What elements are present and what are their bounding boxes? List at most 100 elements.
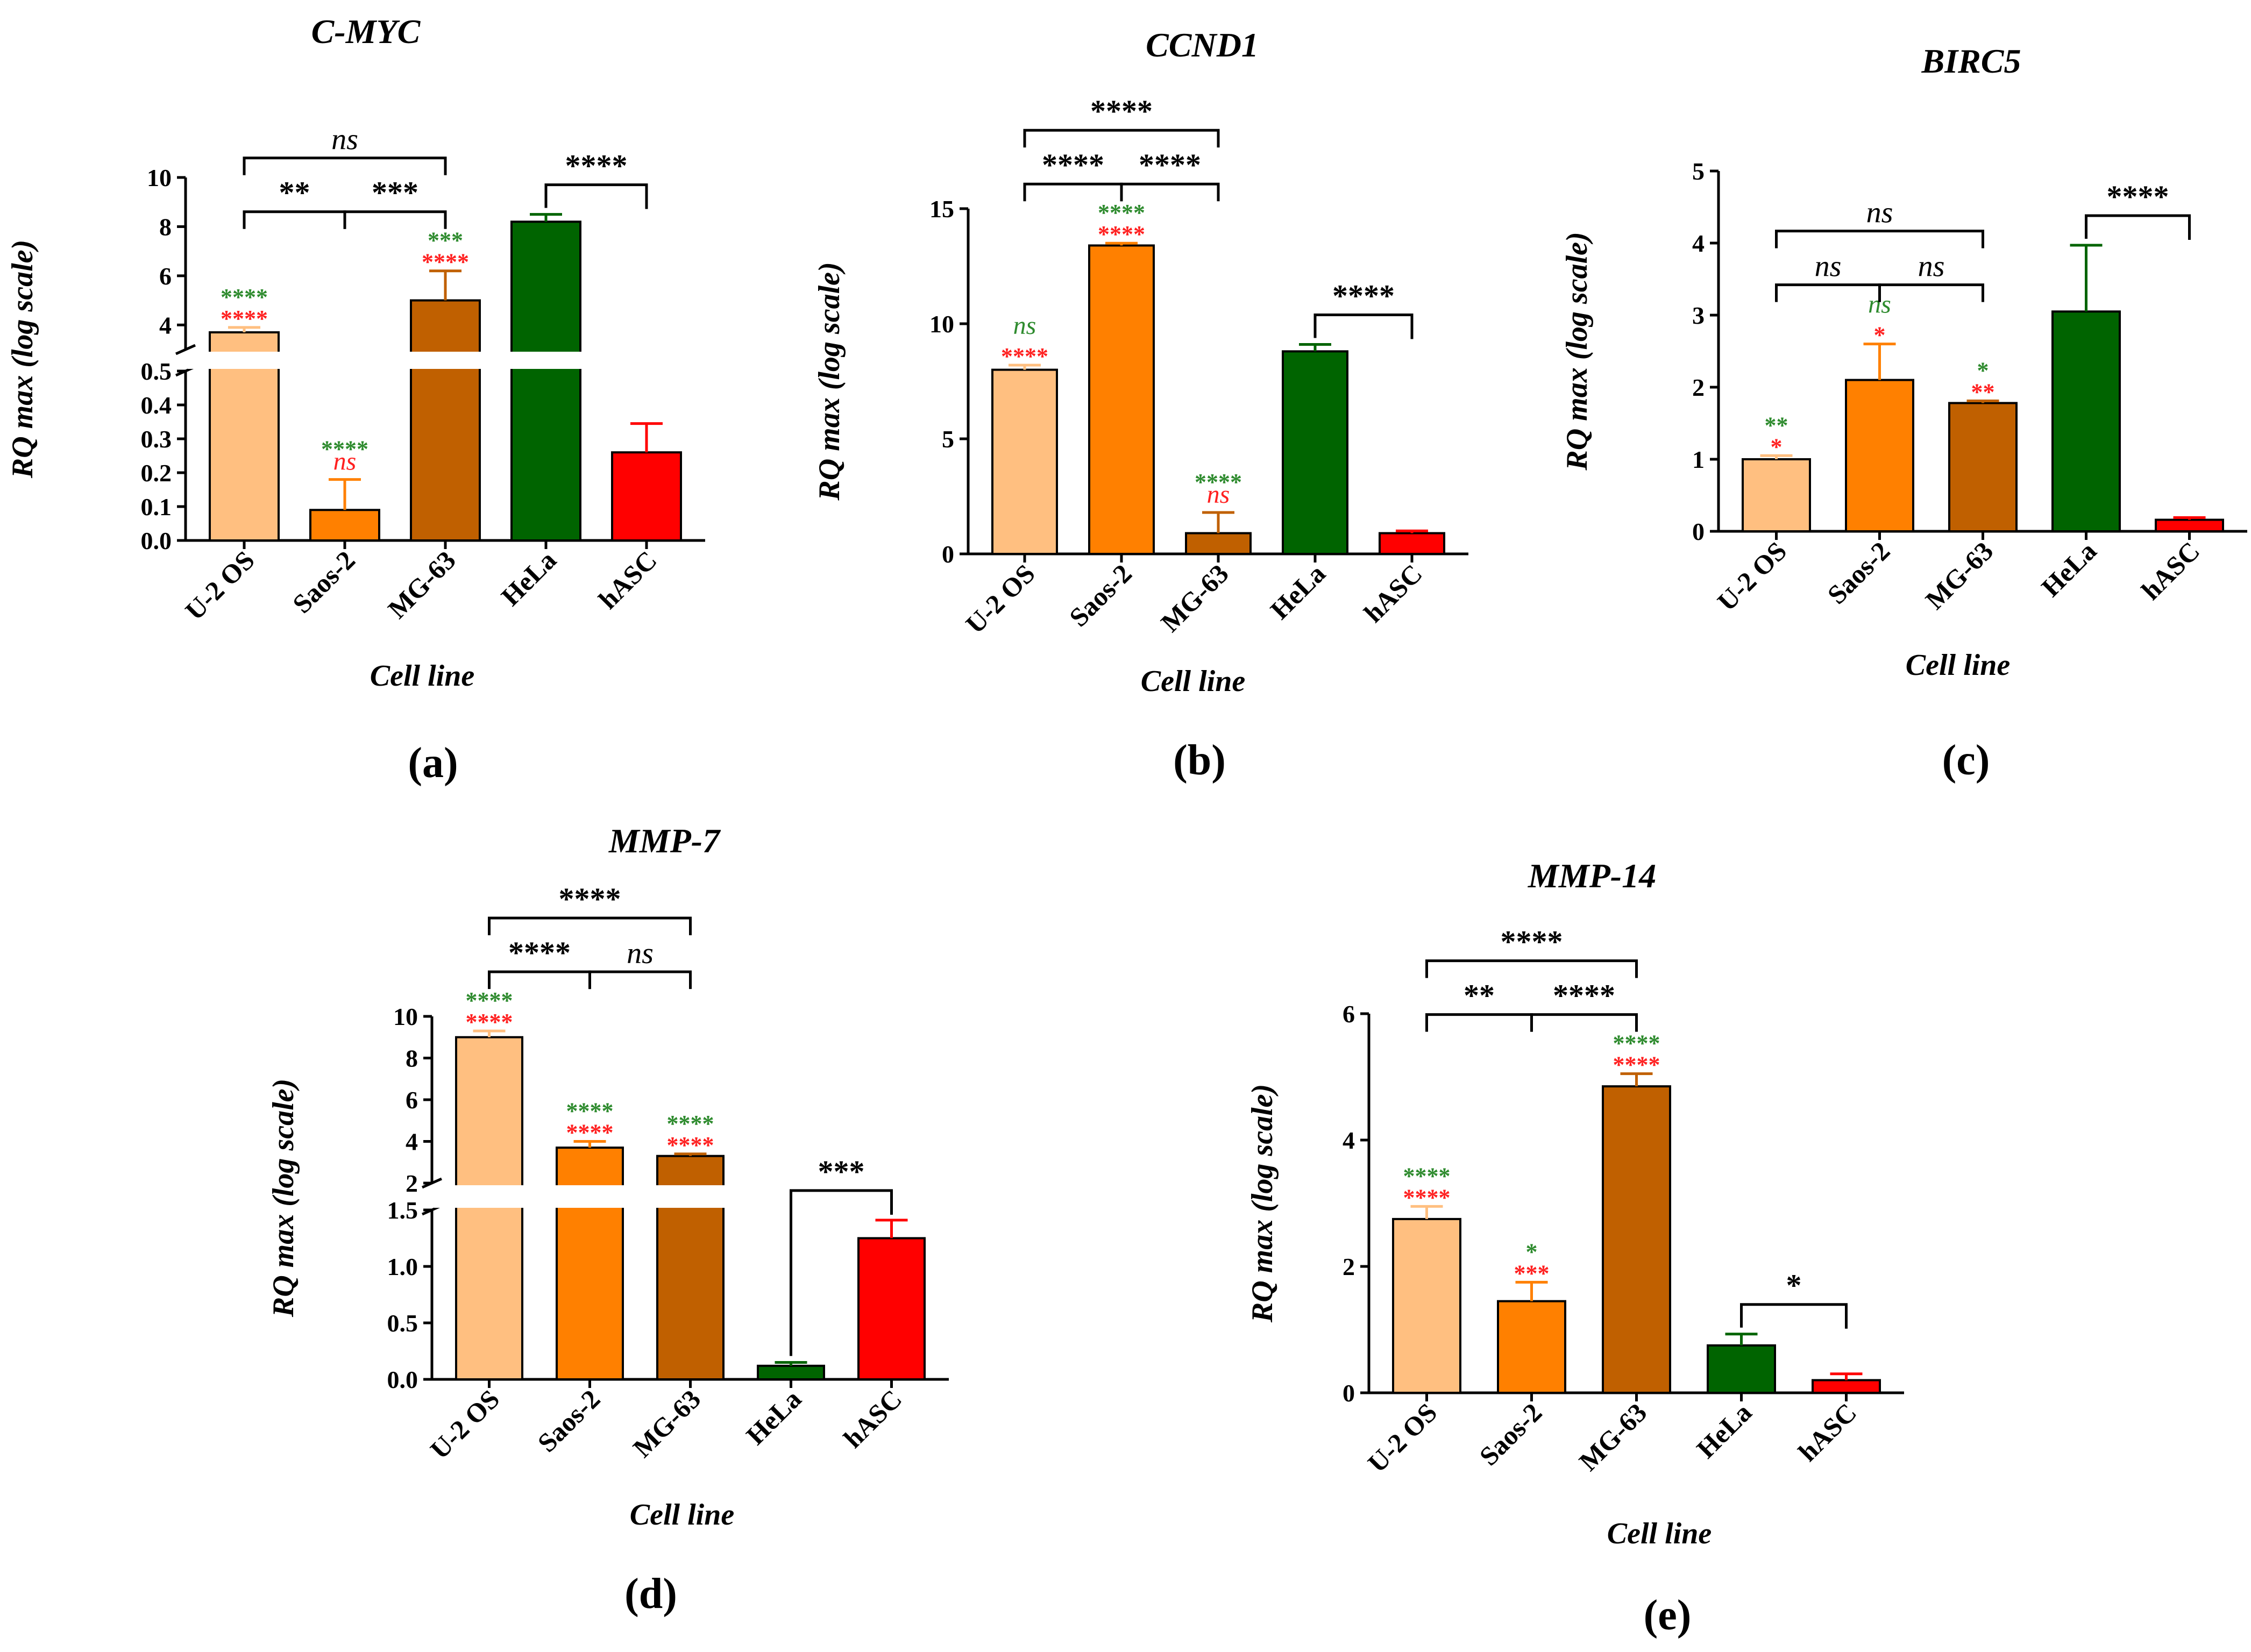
bracket-label: ****: [565, 148, 628, 183]
comparison-bracket: [243, 156, 447, 175]
chart-panel-3: BIRC5 (c) Cell line RQ max (log scale) 0 1 2 3 4…: [1560, 42, 2247, 784]
category-label: MG-63: [627, 1384, 707, 1463]
bar-mg-63: [410, 299, 481, 542]
x-axis-label: Cell line: [1141, 665, 1245, 698]
bracket-label: ns: [1866, 196, 1893, 230]
category-label: MG-63: [382, 545, 461, 624]
chart-title: CCND1: [1146, 26, 1259, 64]
category-label: HeLa: [1691, 1397, 1757, 1464]
x-axis-label: Cell line: [630, 1498, 734, 1532]
bar-saos-2: [556, 1147, 624, 1380]
significance-vs-hela: ****: [466, 987, 513, 1014]
y-tick-label: 0.0: [141, 527, 172, 554]
bracket-label: ***: [372, 175, 418, 210]
chart-title: MMP-14: [1528, 857, 1656, 895]
comparison-bracket: [1740, 1303, 1848, 1329]
bar-hela: [757, 1364, 825, 1381]
significance-vs-hasc: **: [1971, 379, 1995, 405]
panel-label: (b): [1173, 737, 1226, 784]
category-label: U-2 OS: [424, 1384, 506, 1465]
significance-vs-hela: ****: [221, 284, 268, 310]
comparison-bracket: [1023, 182, 1123, 202]
y-tick-label: 10: [147, 164, 172, 191]
bracket-label: ****: [1139, 147, 1201, 182]
significance-vs-hasc: ns: [333, 447, 357, 476]
significance-vs-hasc: ****: [1098, 221, 1145, 247]
category-label: Saos-2: [1473, 1397, 1547, 1471]
bracket-label: ****: [1042, 147, 1104, 182]
bracket-label: **: [1464, 978, 1495, 1013]
y-tick-label: 8: [406, 1045, 418, 1072]
comparison-bracket: [1878, 283, 1984, 302]
significance-vs-hasc: ****: [1403, 1184, 1451, 1210]
chart-panel-1: C-MYC (a) Cell line RQ max (log scale) 4 6 8 10…: [6, 12, 707, 787]
category-label: Saos-2: [1063, 558, 1138, 632]
bracket-label: ns: [1918, 250, 1945, 283]
significance-vs-hasc: ****: [221, 305, 268, 332]
bar-mg-63: [1602, 1085, 1671, 1394]
category-label: U-2 OS: [1712, 536, 1793, 617]
significance-vs-hasc: ****: [1613, 1052, 1660, 1078]
category-label: HeLa: [2035, 536, 2102, 602]
panel-label: (d): [624, 1570, 677, 1618]
significance-vs-hasc: ***: [1514, 1260, 1550, 1286]
bracket-label: ****: [508, 935, 571, 970]
comparison-bracket: [1425, 959, 1638, 978]
bar-mg-63: [1185, 532, 1252, 555]
comparison-bracket: [1313, 314, 1414, 339]
y-tick-label: 2: [1343, 1253, 1355, 1280]
y-axis-label: RQ max (log scale): [813, 262, 846, 501]
y-tick-label: 0.5: [387, 1309, 418, 1337]
chart-title: C-MYC: [311, 12, 421, 51]
y-tick-label: 4: [159, 311, 172, 339]
bar-hela: [1282, 350, 1348, 555]
y-tick-label: 5: [942, 425, 954, 453]
y-tick-label: 10: [393, 1003, 418, 1030]
y-tick-label: 0.1: [141, 493, 172, 521]
category-label: hASC: [837, 1384, 907, 1454]
y-tick-label: 2: [406, 1170, 418, 1197]
category-label: hASC: [1358, 558, 1428, 628]
category-label: MG-63: [1155, 558, 1234, 638]
category-label: hASC: [593, 545, 663, 615]
y-axis-label: RQ max (log scale): [6, 240, 39, 479]
comparison-bracket: [488, 916, 692, 936]
bracket-label: ****: [1501, 924, 1563, 959]
comparison-bracket: [790, 1189, 893, 1356]
y-tick-label: 0: [1692, 518, 1705, 545]
bracket-label: ns: [331, 123, 358, 156]
bar-saos-2: [309, 509, 380, 542]
significance-vs-hela: ns: [1013, 311, 1036, 340]
y-tick-label: 15: [929, 195, 954, 223]
significance-vs-hela: ***: [428, 227, 463, 254]
y-tick-label: 6: [406, 1086, 418, 1114]
y-axis-label: RQ max (log scale): [1560, 232, 1594, 471]
chart-panel-2: CCND1 (b) Cell line RQ max (log scale) 0 5 10 1…: [813, 26, 1468, 784]
bar-saos-2: [1497, 1300, 1566, 1394]
chart-panel-4: MMP-7 (d) Cell line RQ max (log scale) 2 4 6 8 1…: [267, 822, 951, 1618]
bracket-label: ***: [818, 1154, 865, 1189]
y-tick-label: 0.5: [141, 358, 172, 385]
category-label: Saos-2: [1821, 536, 1895, 610]
bracket-label: ****: [1553, 978, 1615, 1013]
comparison-bracket: [2085, 214, 2191, 240]
bracket-label: ****: [559, 881, 621, 916]
category-label: U-2 OS: [1362, 1397, 1443, 1478]
comparison-bracket: [544, 183, 648, 209]
y-tick-label: 0: [1343, 1379, 1355, 1407]
y-tick-label: 6: [1343, 1000, 1355, 1028]
bar-hela: [2051, 310, 2121, 532]
category-label: U-2 OS: [179, 545, 260, 626]
y-tick-label: 0.0: [387, 1366, 418, 1393]
y-tick-label: 4: [406, 1128, 418, 1156]
category-label: HeLa: [740, 1384, 807, 1450]
significance-vs-hasc: ns: [1207, 480, 1230, 509]
x-axis-label: Cell line: [1906, 649, 2010, 682]
chart-panel-5: MMP-14 (e) Cell line RQ max (log scale) 0 2 4 6…: [1246, 857, 1904, 1639]
category-label: HeLa: [495, 545, 562, 611]
comparison-bracket: [1530, 1013, 1638, 1032]
y-tick-label: 0.4: [141, 391, 172, 419]
significance-vs-hasc: ****: [566, 1120, 614, 1146]
y-tick-label: 8: [159, 213, 172, 240]
